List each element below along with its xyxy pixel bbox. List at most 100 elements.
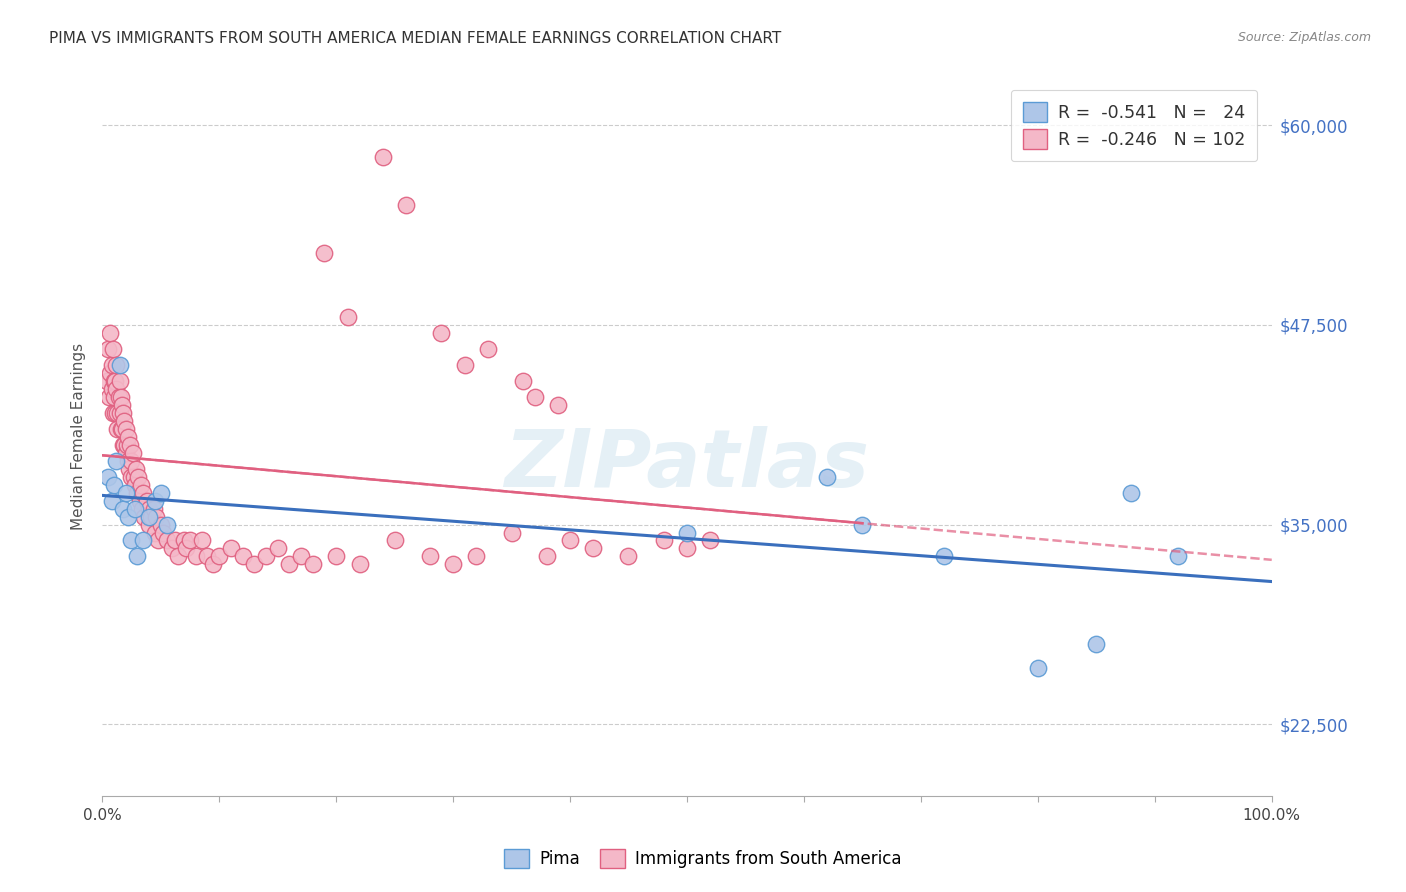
Point [652,533,675,548]
Text: ZIPatlas: ZIPatlas [505,426,869,505]
Point [336,310,359,324]
Point [254,549,277,564]
Point [617,549,640,564]
Point [314,246,336,260]
Point [107,406,129,420]
Legend: R =  -0.541   N =   24, R =  -0.246   N = 102: R = -0.541 N = 24, R = -0.246 N = 102 [1011,90,1257,161]
Point [114,485,136,500]
Point [107,422,129,436]
Point [477,342,499,356]
Point [105,453,128,467]
Point [124,501,146,516]
Point [395,198,418,212]
Point [699,533,721,548]
Point [384,533,406,548]
Point [501,525,523,540]
Point [815,469,838,483]
Point [97,342,120,356]
Y-axis label: Median Female Earnings: Median Female Earnings [72,343,86,530]
Point [120,533,142,548]
Point [105,358,128,372]
Point [122,469,145,483]
Point [112,406,135,420]
Point [121,445,143,459]
Point [419,549,441,564]
Point [232,549,254,564]
Point [219,541,242,556]
Point [197,549,219,564]
Point [152,525,174,540]
Point [112,438,135,452]
Point [155,517,177,532]
Point [100,493,122,508]
Point [371,150,394,164]
Point [115,438,138,452]
Point [934,549,956,564]
Point [104,374,127,388]
Point [465,549,488,564]
Point [558,533,581,548]
Point [117,430,139,444]
Point [454,358,477,372]
Point [430,326,453,340]
Point [163,533,186,548]
Point [143,525,166,540]
Point [149,517,172,532]
Point [120,453,142,467]
Point [208,549,231,564]
Point [190,533,212,548]
Point [138,501,160,516]
Point [202,558,225,572]
Point [145,509,167,524]
Point [149,485,172,500]
Point [582,541,605,556]
Point [132,533,155,548]
Point [118,461,141,475]
Point [278,558,301,572]
Point [114,438,136,452]
Point [290,549,312,564]
Point [676,525,699,540]
Point [103,374,125,388]
Point [117,453,139,467]
Point [141,509,163,524]
Point [536,549,558,564]
Point [104,406,127,420]
Point [325,549,347,564]
Point [98,390,121,404]
Point [179,533,201,548]
Point [103,390,125,404]
Point [1085,637,1108,651]
Point [441,558,464,572]
Point [111,398,134,412]
Point [134,509,156,524]
Point [127,485,149,500]
Legend: Pima, Immigrants from South America: Pima, Immigrants from South America [496,840,910,877]
Point [523,390,546,404]
Point [132,485,155,500]
Point [100,382,122,396]
Point [512,374,534,388]
Point [349,558,371,572]
Point [1167,549,1189,564]
Point [110,422,132,436]
Point [131,501,153,516]
Point [114,414,136,428]
Point [1121,485,1143,500]
Point [97,469,120,483]
Point [143,493,166,508]
Point [100,326,122,340]
Point [148,533,170,548]
Point [108,374,131,388]
Point [100,366,122,380]
Text: Source: ZipAtlas.com: Source: ZipAtlas.com [1237,31,1371,45]
Point [114,445,136,459]
Point [184,549,207,564]
Point [120,438,142,452]
Point [117,509,139,524]
Point [111,422,134,436]
Point [127,549,149,564]
Point [138,509,160,524]
Point [155,533,177,548]
Point [114,422,136,436]
